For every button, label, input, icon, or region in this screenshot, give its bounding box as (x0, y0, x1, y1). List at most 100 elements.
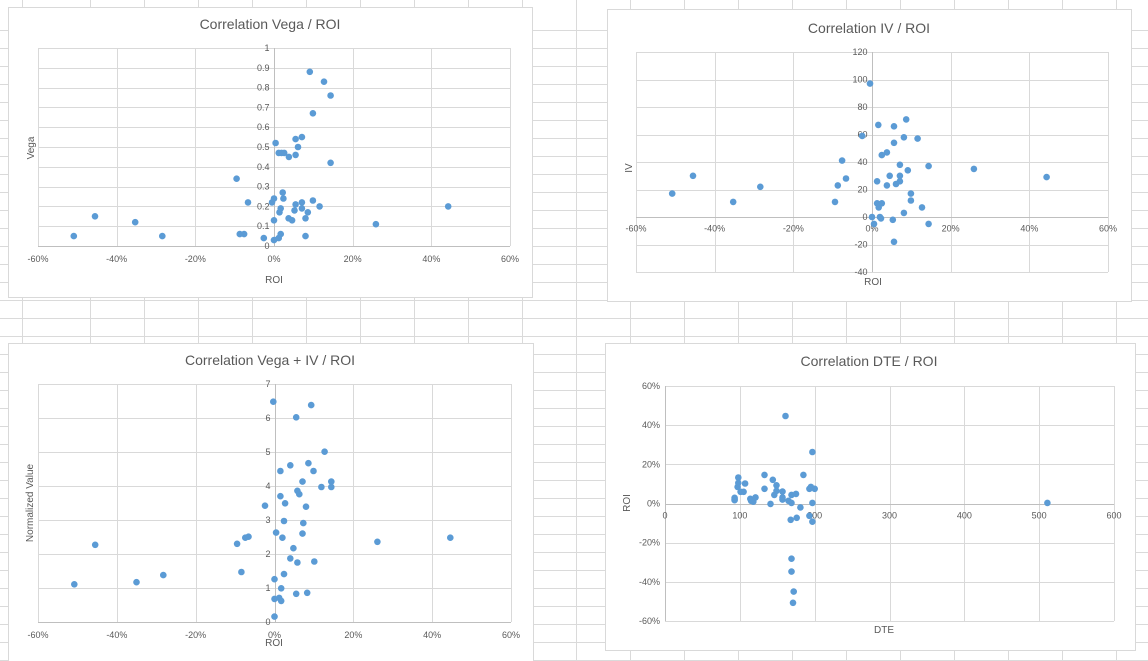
data-point (788, 499, 795, 507)
x-tick-label: 20% (344, 254, 362, 264)
y-tick-label: 0.1 (257, 221, 270, 231)
data-point (290, 544, 297, 552)
x-tick-label: 40% (423, 630, 441, 640)
x-tick-label: 40% (422, 254, 440, 264)
chart-vega-iv-roi[interactable]: Correlation Vega + IV / ROI ROI Normaliz… (8, 343, 534, 661)
data-point (294, 559, 301, 566)
data-point (233, 175, 240, 182)
y-tick-label: -20 (854, 240, 867, 250)
y-tick-label: 0.9 (257, 63, 270, 73)
x-tick-label: 60% (501, 254, 519, 264)
data-point (1044, 499, 1051, 507)
data-point (131, 218, 139, 226)
data-point (328, 478, 335, 485)
data-point (792, 490, 800, 498)
data-point (302, 503, 310, 511)
data-point (741, 480, 749, 487)
data-point (70, 232, 78, 240)
y-tick-label: 0.3 (257, 182, 270, 192)
x-tick-label: 0% (267, 254, 280, 264)
data-point (310, 467, 317, 475)
data-point (303, 589, 311, 597)
data-point (279, 189, 287, 196)
data-point (292, 151, 299, 159)
data-point (773, 482, 780, 489)
data-point (270, 398, 277, 406)
y-tick-label: 0.4 (257, 162, 270, 172)
x-tick-label: -20% (185, 630, 206, 640)
chart-iv-roi[interactable]: Correlation IV / ROI ROI IV -40 -20 0 20 40 6… (607, 9, 1132, 302)
data-point (878, 151, 886, 159)
data-point (447, 534, 454, 541)
data-point (914, 135, 921, 142)
chart-dte-roi[interactable]: Correlation DTE / ROI DTE ROI -60% -40% -2… (605, 343, 1136, 651)
data-point (889, 216, 897, 224)
x-tick-label: 20% (344, 630, 362, 640)
data-point (886, 172, 893, 180)
x-tick-label: -40% (106, 630, 127, 640)
data-point (735, 474, 742, 481)
data-point (291, 207, 298, 214)
data-point (970, 165, 978, 173)
data-point (740, 488, 747, 496)
data-point (788, 568, 795, 575)
data-point (280, 570, 288, 578)
x-tick-label: 60% (502, 630, 520, 640)
x-axis-title: ROI (265, 275, 283, 286)
plot-area: -40-20020406080100120-60%-40%-20%0%20%40… (625, 47, 1117, 277)
y-tick-label: 80 (857, 102, 867, 112)
y-tick-label: 0.6 (257, 122, 270, 132)
x-tick-label: 500 (1032, 511, 1047, 521)
chart-area (8, 7, 533, 298)
data-point (320, 78, 328, 85)
data-point (279, 534, 286, 541)
x-tick-label: 400 (957, 511, 972, 521)
data-point (276, 209, 283, 216)
data-point (809, 448, 816, 456)
y-tick-label: 0 (862, 212, 867, 222)
data-point (797, 504, 804, 511)
x-tick-label: 300 (882, 511, 897, 521)
data-point (327, 92, 334, 99)
data-point (900, 134, 908, 141)
data-point (277, 597, 285, 605)
data-point (298, 205, 306, 212)
data-point (91, 213, 99, 220)
data-point (873, 178, 881, 185)
data-point (811, 485, 818, 493)
y-tick-label: -40 (854, 267, 867, 277)
x-tick-label: -20% (185, 254, 206, 264)
x-tick-label: 0% (865, 224, 878, 234)
x-axis-title: ROI (265, 638, 283, 649)
data-point (842, 175, 850, 182)
y-axis-title: Normalized Value (25, 463, 36, 542)
data-point (292, 590, 300, 598)
data-point (374, 538, 381, 546)
data-point (287, 462, 294, 469)
data-point (779, 488, 786, 495)
data-point (831, 198, 839, 206)
data-point (779, 496, 786, 503)
data-point (793, 514, 800, 522)
data-point (277, 585, 285, 592)
data-point (296, 490, 303, 498)
data-point (773, 487, 780, 495)
data-point (834, 182, 842, 189)
data-point (261, 502, 269, 510)
data-point (900, 209, 908, 217)
data-point (789, 599, 797, 607)
y-tick-label: 6 (265, 413, 270, 423)
data-point (838, 157, 846, 164)
y-tick-label: 40% (642, 420, 660, 430)
data-point (160, 571, 167, 579)
y-tick-label: 5 (265, 447, 270, 457)
y-tick-label: 0 (265, 617, 270, 627)
data-point (866, 80, 874, 87)
data-point (309, 110, 317, 117)
data-point (292, 414, 300, 421)
chart-vega-roi[interactable]: Correlation Vega / ROI ROI Vega 00.10.20… (8, 7, 533, 298)
chart-title: Correlation IV / ROI (808, 20, 930, 36)
plot-area: 0 0.1 0.2 0.3 0.4 0.5 0.6 0.7 0.8 0.9 1 -60% -40% -20… (27, 43, 519, 264)
x-tick-label: -20% (783, 224, 804, 234)
